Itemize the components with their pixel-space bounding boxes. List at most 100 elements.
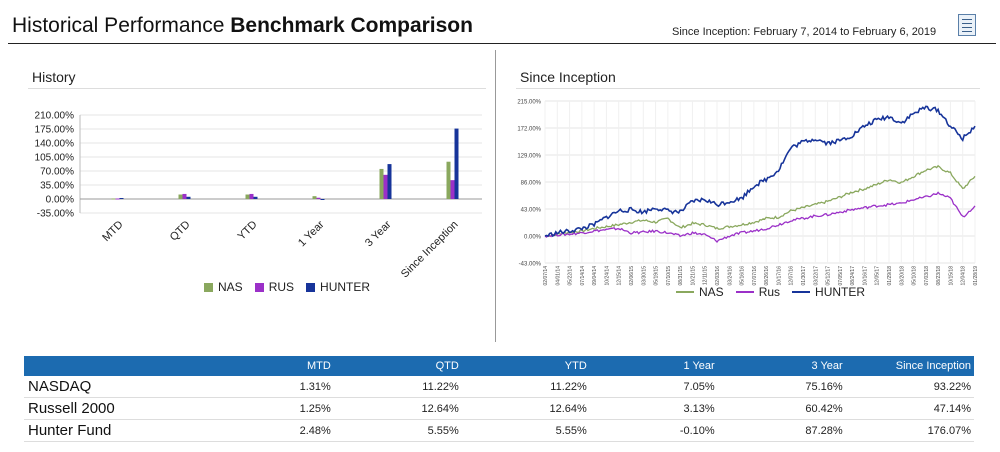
table-column-header: 1 Year xyxy=(589,356,718,376)
x-tick-label: 03/20/18 xyxy=(899,266,905,286)
x-tick-label: 03/24/16 xyxy=(727,266,733,286)
y-tick-label: 0.00% xyxy=(524,235,542,241)
report-icon[interactable] xyxy=(958,14,976,36)
table-header-row: MTD QTD YTD 1 Year 3 Year Since Inception xyxy=(24,356,974,376)
bar-rus xyxy=(249,193,254,199)
bar-hunter xyxy=(387,164,392,199)
x-tick-label: 05/12/17 xyxy=(826,266,832,286)
bar-hunter xyxy=(320,199,325,200)
table-cell: 3.13% xyxy=(589,397,718,420)
legend-label: NAS xyxy=(699,285,724,299)
table-row: NASDAQ 1.31% 11.22% 11.22% 7.05% 75.16% 93.22% xyxy=(24,376,974,398)
table-cell: 176.07% xyxy=(845,419,974,442)
table-cell: 75.16% xyxy=(717,376,846,398)
x-tick-label: 05/22/14 xyxy=(568,266,574,286)
page-title-normal: Historical Performance xyxy=(12,14,231,37)
legend-item[interactable]: HUNTER xyxy=(306,280,370,294)
legend-swatch xyxy=(792,291,811,293)
bar-hunter xyxy=(119,198,124,200)
table-row: Hunter Fund 2.48% 5.55% 5.55% -0.10% 87.28% 17… xyxy=(24,419,974,442)
table-cell: 5.55% xyxy=(333,419,462,442)
table-cell: 11.22% xyxy=(333,376,462,398)
table-cell: 5.55% xyxy=(461,419,590,442)
legend-label: RUS xyxy=(268,280,295,294)
table-column-header: QTD xyxy=(333,356,462,376)
legend-label: HUNTER xyxy=(815,285,866,299)
x-tick-label: 02/07/14 xyxy=(543,266,549,286)
x-tick-label: 01/30/17 xyxy=(801,266,807,286)
table-body: NASDAQ 1.31% 11.22% 11.22% 7.05% 75.16% 93.22%… xyxy=(24,376,974,442)
line-rus xyxy=(544,191,976,243)
x-tick-label: 08/26/16 xyxy=(764,266,770,286)
legend-item[interactable]: NAS xyxy=(676,285,724,299)
x-tick-label: 07/10/15 xyxy=(666,266,672,286)
x-tick-label: 07/03/18 xyxy=(924,266,930,286)
x-tick-label: 3 Year xyxy=(363,218,394,249)
y-tick-label: 35.00% xyxy=(40,181,74,192)
bar-rus xyxy=(182,193,187,199)
history-legend: NAS RUS HUNTER xyxy=(204,280,382,294)
x-tick-label: 07/05/17 xyxy=(838,266,844,286)
row-name: NASDAQ xyxy=(24,376,207,398)
x-tick-label: 05/19/15 xyxy=(654,266,660,286)
y-tick-label: 86.00% xyxy=(521,181,542,187)
x-tick-label: 04/01/14 xyxy=(555,266,561,286)
x-tick-label: 07/14/14 xyxy=(580,266,586,286)
y-tick-label: 210.00% xyxy=(35,111,75,122)
y-tick-label: 129.00% xyxy=(517,154,541,160)
y-tick-label: 172.00% xyxy=(517,127,541,133)
bar-rus xyxy=(115,198,120,200)
bar-nas xyxy=(245,194,250,199)
line-hunter xyxy=(544,105,976,238)
table-cell: 12.64% xyxy=(461,397,590,420)
inception-title-rule xyxy=(516,88,980,89)
y-tick-label: 43.00% xyxy=(521,208,542,214)
inception-line-chart: 215.00% 172.00% 129.00% 86.00% 43.00% 0.00% -4… xyxy=(517,100,979,286)
table-cell: 1.31% xyxy=(206,376,334,398)
panel-divider xyxy=(495,50,496,342)
bar-nas xyxy=(379,168,384,199)
x-tick-label: 03/30/15 xyxy=(641,266,647,286)
y-tick-label: -43.00% xyxy=(519,262,542,268)
legend-item[interactable]: HUNTER xyxy=(792,285,865,299)
x-tick-label: 01/28/19 xyxy=(973,266,979,286)
x-tick-label: 1 Year xyxy=(296,218,327,249)
x-tick-label: 07/07/16 xyxy=(752,266,758,286)
table-cell: 11.22% xyxy=(461,376,590,398)
y-tick-label: 215.00% xyxy=(517,100,541,106)
row-name: Hunter Fund xyxy=(24,419,207,442)
legend-item[interactable]: NAS xyxy=(204,280,243,294)
legend-swatch xyxy=(735,291,754,293)
x-tick-label: 01/29/18 xyxy=(887,266,893,286)
legend-swatch xyxy=(204,283,213,292)
x-tick-label: 10/24/14 xyxy=(604,266,610,286)
x-tick-label: 05/10/18 xyxy=(912,266,918,286)
legend-label: NAS xyxy=(218,280,243,294)
table-cell: 47.14% xyxy=(845,397,974,420)
table-column-header: Since Inception xyxy=(845,356,974,376)
y-tick-label: 0.00% xyxy=(46,195,74,206)
bar-nas xyxy=(446,161,451,199)
x-tick-label: 10/21/15 xyxy=(690,266,696,286)
legend-swatch xyxy=(254,283,264,292)
x-tick-label: QTD xyxy=(168,219,193,244)
x-tick-label: 02/03/16 xyxy=(715,266,721,286)
table-cell: 93.22% xyxy=(845,376,974,398)
x-tick-label: MTD xyxy=(100,219,125,244)
x-tick-label: 09/04/14 xyxy=(592,266,598,286)
legend-item[interactable]: RUS xyxy=(254,280,295,294)
legend-item[interactable]: Rus xyxy=(735,285,781,299)
x-tick-label: 08/23/18 xyxy=(936,266,942,286)
table-cell: 2.48% xyxy=(206,419,334,442)
history-bar-chart: 210.00% 175.00% 140.00% 105.00% 70.00% 35.00%… xyxy=(35,111,482,280)
y-tick-label: 140.00% xyxy=(35,139,75,150)
y-tick-label: -35.00% xyxy=(37,209,74,220)
x-tick-label: 12/11/15 xyxy=(703,266,709,285)
bar-rus xyxy=(450,180,455,199)
history-title: History xyxy=(32,69,76,85)
x-tick-label: 12/05/17 xyxy=(875,266,881,286)
x-tick-label: 10/17/16 xyxy=(776,266,782,286)
x-tick-label: 12/04/18 xyxy=(961,266,967,286)
legend-label: Rus xyxy=(758,285,781,299)
legend-swatch xyxy=(676,291,694,293)
